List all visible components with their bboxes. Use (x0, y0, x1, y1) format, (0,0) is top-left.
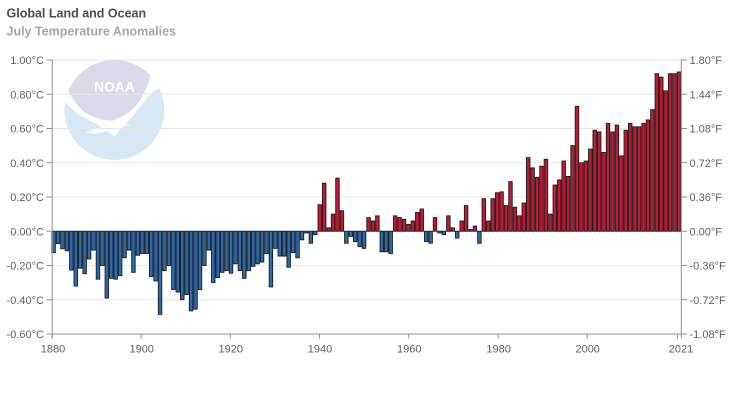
svg-text:1960: 1960 (397, 344, 421, 356)
svg-text:1920: 1920 (219, 344, 243, 356)
svg-text:-0.40°C: -0.40°C (7, 295, 44, 307)
svg-text:1940: 1940 (308, 344, 332, 356)
svg-text:0.36°F: 0.36°F (690, 192, 723, 204)
svg-text:1880: 1880 (41, 344, 65, 356)
svg-text:0.80°C: 0.80°C (10, 89, 44, 101)
svg-text:1980: 1980 (486, 344, 510, 356)
svg-text:1.44°F: 1.44°F (690, 89, 723, 101)
svg-text:0.00°C: 0.00°C (10, 226, 44, 238)
svg-text:-1.08°F: -1.08°F (690, 329, 726, 341)
svg-text:1.80°F: 1.80°F (690, 55, 723, 67)
svg-text:1.08°F: 1.08°F (690, 124, 723, 136)
svg-text:Global Land and Ocean: Global Land and Ocean (7, 7, 147, 21)
svg-text:July Temperature Anomalies: July Temperature Anomalies (7, 25, 177, 39)
svg-text:0.00°F: 0.00°F (690, 226, 723, 238)
svg-text:0.72°F: 0.72°F (690, 158, 723, 170)
svg-text:0.40°C: 0.40°C (10, 158, 44, 170)
svg-text:-0.20°C: -0.20°C (7, 261, 44, 273)
svg-text:-0.60°C: -0.60°C (7, 329, 44, 341)
svg-text:1900: 1900 (129, 344, 153, 356)
svg-text:NOAA: NOAA (94, 80, 135, 95)
svg-text:1.00°C: 1.00°C (10, 55, 44, 67)
svg-text:-0.72°F: -0.72°F (690, 295, 726, 307)
svg-text:2021: 2021 (669, 344, 693, 356)
svg-text:0.20°C: 0.20°C (10, 192, 44, 204)
svg-text:-0.36°F: -0.36°F (690, 261, 726, 273)
svg-text:2000: 2000 (575, 344, 599, 356)
svg-text:0.60°C: 0.60°C (10, 124, 44, 136)
